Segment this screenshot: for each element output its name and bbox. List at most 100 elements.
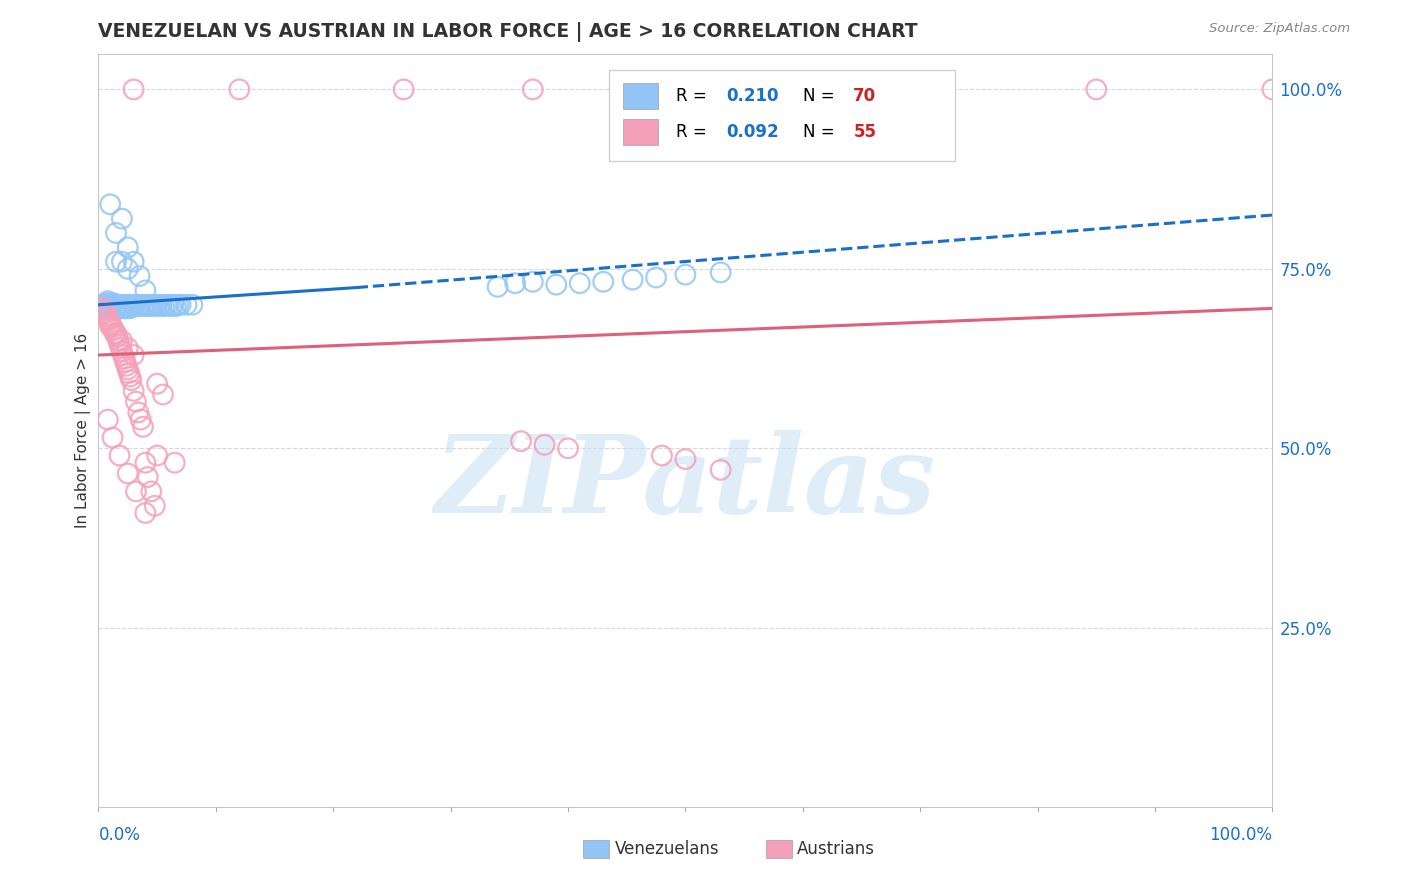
Point — [141, 484, 163, 499]
Point — [139, 298, 162, 312]
Point — [105, 330, 128, 344]
Point — [93, 303, 115, 318]
Point — [98, 301, 121, 316]
Text: Austrians: Austrians — [797, 840, 875, 858]
Point — [91, 301, 114, 316]
Point — [228, 82, 250, 96]
Point — [101, 299, 124, 313]
Point — [101, 431, 124, 445]
Point — [568, 277, 591, 291]
Point — [97, 412, 120, 426]
Point — [165, 299, 187, 313]
Point — [486, 280, 509, 294]
Point — [153, 299, 176, 313]
Point — [105, 299, 128, 313]
Point — [117, 261, 139, 276]
Point — [157, 298, 180, 312]
Point — [112, 301, 135, 316]
Point — [118, 366, 141, 380]
Text: VENEZUELAN VS AUSTRIAN IN LABOR FORCE | AGE > 16 CORRELATION CHART: VENEZUELAN VS AUSTRIAN IN LABOR FORCE | … — [98, 22, 918, 42]
Point — [114, 299, 136, 313]
Point — [522, 82, 544, 96]
Point — [122, 82, 145, 96]
Text: N =: N = — [803, 87, 839, 104]
Point — [96, 309, 118, 323]
Point — [146, 298, 169, 312]
Point — [675, 452, 697, 467]
Point — [104, 301, 127, 316]
Point — [105, 226, 128, 240]
Point — [111, 299, 134, 313]
Point — [107, 299, 129, 313]
Point — [111, 254, 134, 268]
Point — [117, 341, 139, 355]
Point — [169, 298, 191, 312]
Point — [94, 306, 117, 320]
Point — [160, 299, 183, 313]
Point — [100, 318, 122, 332]
Point — [115, 359, 138, 373]
Point — [96, 298, 118, 312]
Point — [117, 240, 139, 254]
Point — [129, 412, 152, 426]
Point — [557, 442, 579, 456]
Point — [136, 299, 159, 313]
Point — [122, 348, 145, 362]
Point — [141, 299, 163, 313]
Point — [143, 298, 166, 312]
Point — [181, 298, 204, 312]
Point — [132, 419, 155, 434]
Point — [120, 373, 142, 387]
Point — [93, 299, 115, 313]
Point — [155, 298, 177, 312]
Point — [136, 470, 159, 484]
Point — [143, 499, 166, 513]
Point — [128, 268, 150, 283]
Point — [1085, 82, 1108, 96]
Point — [98, 316, 121, 330]
Point — [108, 301, 131, 316]
Point — [510, 434, 533, 449]
Point — [122, 254, 145, 268]
FancyBboxPatch shape — [623, 83, 658, 110]
Point — [105, 327, 128, 342]
Point — [546, 277, 568, 292]
Point — [118, 299, 141, 313]
Point — [104, 326, 127, 341]
Point — [152, 387, 174, 401]
Point — [592, 275, 614, 289]
Point — [132, 299, 155, 313]
Point — [117, 298, 139, 312]
Point — [503, 277, 526, 291]
Point — [125, 484, 148, 499]
Point — [932, 82, 955, 96]
Point — [105, 298, 128, 312]
Point — [392, 82, 415, 96]
Point — [120, 369, 142, 384]
Text: 70: 70 — [853, 87, 876, 104]
Point — [122, 384, 145, 398]
Point — [112, 348, 135, 362]
Point — [112, 298, 135, 312]
Text: 0.0%: 0.0% — [98, 826, 141, 844]
Point — [117, 362, 139, 376]
Text: R =: R = — [676, 87, 711, 104]
Point — [176, 298, 198, 312]
Point — [117, 467, 139, 481]
Point — [146, 449, 169, 463]
Point — [105, 254, 128, 268]
Point — [651, 449, 673, 463]
Point — [522, 275, 544, 289]
Point — [97, 312, 120, 326]
Point — [98, 319, 121, 334]
Point — [97, 294, 120, 309]
Point — [111, 344, 134, 359]
Point — [101, 320, 124, 334]
Point — [111, 211, 134, 226]
Point — [91, 301, 114, 316]
Point — [105, 326, 128, 341]
Point — [103, 323, 125, 337]
Point — [146, 376, 169, 391]
Point — [110, 298, 132, 312]
Point — [134, 284, 156, 298]
